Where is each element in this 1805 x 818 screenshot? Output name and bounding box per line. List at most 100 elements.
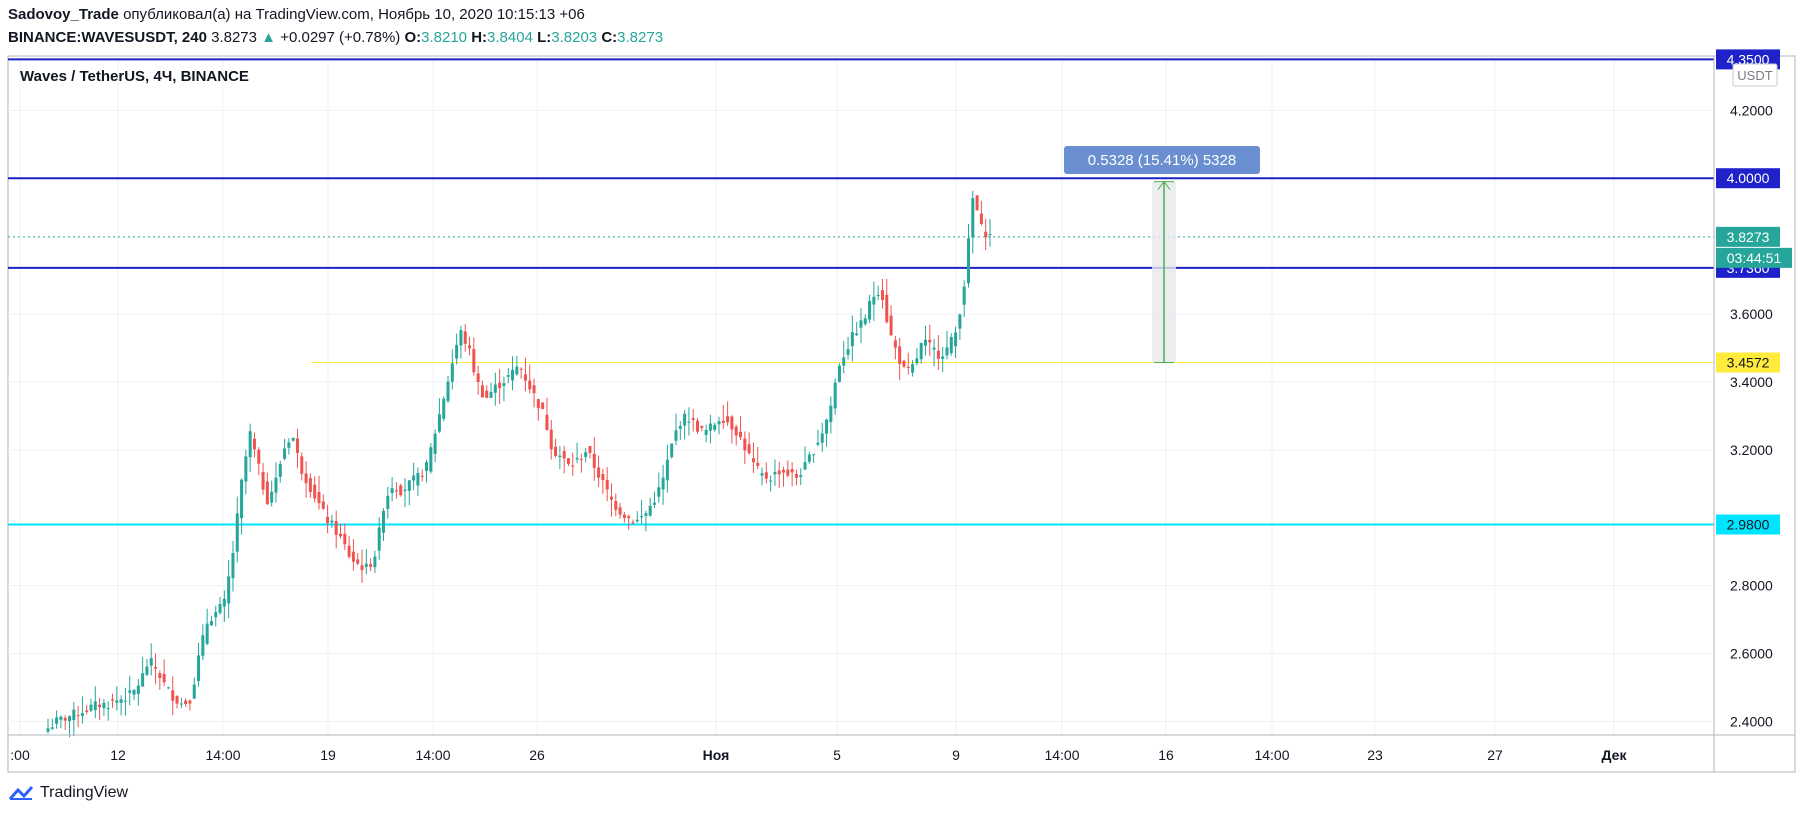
candle-body <box>351 551 355 562</box>
x-tick-label: 14:00 <box>415 747 450 763</box>
candle-body <box>283 448 287 459</box>
candle-body <box>868 300 872 320</box>
candles <box>46 190 992 738</box>
candle-body <box>713 424 717 430</box>
x-tick-label: 14:00 <box>1254 747 1289 763</box>
author-name[interactable]: Sadovoy_Trade <box>8 6 119 23</box>
candle-body <box>670 443 674 458</box>
candle-body <box>235 513 239 552</box>
time-axis[interactable]: :00 12 14:00 19 14:00 26 Ноя 5 9 14:00 16 14:00 23 27… <box>10 747 1627 763</box>
candle-body <box>399 485 403 496</box>
candle-body <box>532 385 536 394</box>
x-tick-label: Ноя <box>703 747 730 763</box>
candle-body <box>102 702 106 709</box>
candle-body <box>55 717 59 724</box>
candle-body <box>68 716 72 722</box>
candle-body <box>708 423 712 431</box>
candle-body <box>394 490 398 492</box>
candle-body <box>356 559 360 564</box>
candle-body <box>855 333 859 336</box>
candle-body <box>829 405 833 423</box>
level-badge-label: 3.4572 <box>1727 355 1770 371</box>
level-badge: 3.4572 <box>1716 352 1780 373</box>
close-value: 3.8273 <box>617 29 664 46</box>
x-tick-label: 9 <box>952 747 960 763</box>
candle-body <box>141 673 145 687</box>
x-tick-label: 14:00 <box>205 747 240 763</box>
candle-body <box>450 363 454 382</box>
candle-body <box>437 414 441 432</box>
candle-body <box>622 514 626 518</box>
candle-body <box>812 454 816 456</box>
currency-badge[interactable]: USDT <box>1732 63 1778 87</box>
candle-body <box>734 426 738 436</box>
candle-body <box>893 340 897 348</box>
candle-body <box>265 481 269 505</box>
candle-body <box>416 472 420 486</box>
candle-body <box>119 699 123 703</box>
candle-body <box>300 456 304 474</box>
candle-body <box>347 545 351 557</box>
candle-body <box>136 685 140 695</box>
candle-body <box>902 360 906 367</box>
symbol-label: BINANCE:WAVESUSDT, 240 <box>8 29 207 46</box>
candle-body <box>584 452 588 457</box>
candle-body <box>825 419 829 434</box>
change-value: +0.0297 (+0.78%) <box>280 29 401 46</box>
tradingview-logo[interactable]: TradingView <box>8 784 128 802</box>
candle-body <box>46 728 50 732</box>
candle-body <box>278 463 282 477</box>
candle-body <box>807 454 811 462</box>
level-badge-bg <box>1716 168 1780 189</box>
currency-label: USDT <box>1737 68 1772 83</box>
grid <box>8 56 1714 735</box>
horizontal-levels <box>8 58 1714 526</box>
candle-body <box>171 690 175 701</box>
candle-body <box>657 487 661 497</box>
candle-body <box>915 358 919 364</box>
candle-body <box>214 612 218 618</box>
candle-body <box>446 381 450 402</box>
y-tick-label: 3.6000 <box>1730 306 1773 322</box>
candle-body <box>988 233 992 235</box>
candle-body <box>145 666 149 675</box>
y-tick-label: 3.2000 <box>1730 442 1773 458</box>
candle-body <box>923 339 927 346</box>
published-text: опубликовал(а) на TradingView.com, Ноябр… <box>123 6 585 23</box>
candle-body <box>403 489 407 491</box>
candle-body <box>515 366 519 375</box>
candle-body <box>369 564 373 567</box>
candle-body <box>678 425 682 429</box>
candle-body <box>326 516 330 524</box>
candle-body <box>412 475 416 481</box>
candle-body <box>747 444 751 454</box>
candle-body <box>502 383 506 386</box>
price-axis[interactable]: 2.4000 2.6000 2.8000 3.2000 3.4000 3.6000 4.20… <box>1730 102 1773 729</box>
candle-body <box>523 374 527 381</box>
candle-body <box>962 286 966 305</box>
candle-body <box>248 431 252 458</box>
candle-body <box>554 446 558 457</box>
candle-body <box>313 484 317 499</box>
candle-body <box>906 366 910 368</box>
candle-body <box>966 238 970 284</box>
candle-body <box>132 689 136 695</box>
x-tick-label: 16 <box>1158 747 1174 763</box>
candle-body <box>592 453 596 468</box>
candle-body <box>954 332 958 347</box>
candle-body <box>769 480 773 482</box>
countdown-label: 03:44:51 <box>1727 250 1782 266</box>
candle-body <box>846 349 850 355</box>
candle-body <box>756 462 760 466</box>
candle-body <box>442 398 446 419</box>
candle-body <box>820 433 824 443</box>
candle-body <box>528 380 532 390</box>
candle-body <box>192 684 196 699</box>
candle-body <box>872 296 876 305</box>
candle-body <box>541 402 545 409</box>
high-value: 3.8404 <box>487 29 533 46</box>
tradingview-brand: TradingView <box>40 784 129 801</box>
candle-body <box>270 491 274 503</box>
candle-body <box>743 438 747 451</box>
